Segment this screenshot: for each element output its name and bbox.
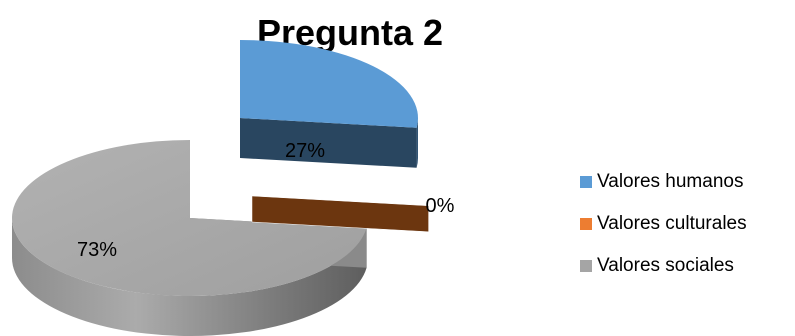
pie-slice-2 (12, 140, 367, 336)
legend-item-0: Valores humanos (580, 171, 747, 192)
pie-slice-1 (251, 195, 429, 233)
pie-chart: 27% 0% 73% (12, 40, 455, 336)
legend-swatch (580, 260, 592, 272)
data-label-0: 27% (285, 140, 325, 162)
legend-label: Valores sociales (597, 255, 734, 276)
legend-swatch (580, 176, 592, 188)
pie-slice-0 (240, 40, 418, 168)
legend-label: Valores culturales (597, 213, 747, 234)
data-label-1: 0% (426, 195, 455, 217)
legend: Valores humanos Valores culturales Valores… (580, 171, 747, 298)
legend-label: Valores humanos (597, 171, 744, 192)
legend-item-2: Valores sociales (580, 255, 747, 276)
legend-item-1: Valores culturales (580, 213, 747, 234)
legend-swatch (580, 218, 592, 230)
data-label-2: 73% (77, 239, 117, 261)
